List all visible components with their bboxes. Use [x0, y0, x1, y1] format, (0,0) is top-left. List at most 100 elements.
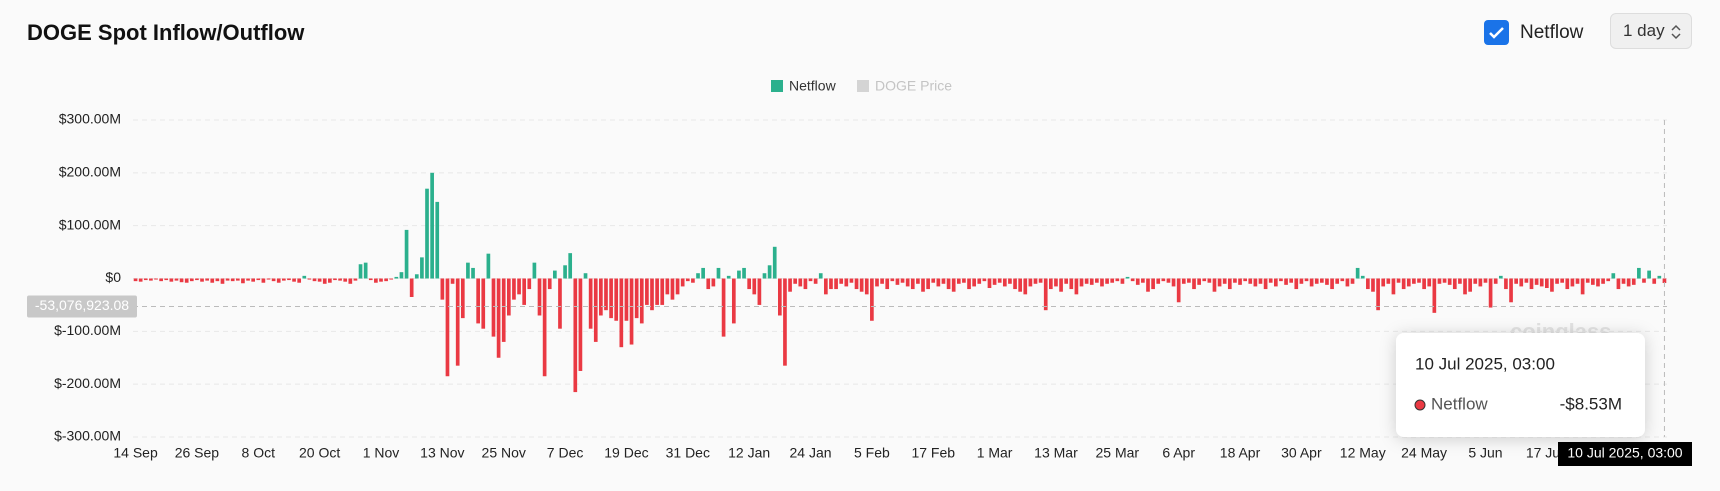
bar	[660, 278, 665, 305]
checkbox-label[interactable]: Netflow	[1520, 22, 1584, 43]
legend-swatch	[857, 80, 869, 92]
bar	[154, 278, 158, 280]
x-tick-label: 7 Dec	[547, 445, 584, 461]
bar	[808, 278, 813, 282]
bar	[696, 273, 700, 279]
bar	[1468, 278, 1472, 292]
bar	[496, 278, 501, 358]
bar	[1473, 278, 1478, 284]
bar	[1192, 278, 1196, 290]
bar	[593, 278, 598, 342]
bar	[783, 278, 787, 366]
bar	[829, 278, 833, 290]
title: DOGE Spot Inflow/Outflow	[27, 20, 305, 45]
x-tick-label: 8 Oct	[242, 445, 276, 461]
bar	[962, 278, 966, 283]
bar	[133, 278, 138, 282]
bar	[716, 267, 721, 279]
bar	[793, 278, 798, 284]
bar	[1493, 278, 1498, 284]
crosshair-x-box	[1558, 442, 1692, 466]
bar	[1054, 278, 1058, 287]
bar	[864, 278, 869, 295]
bar	[1115, 278, 1120, 282]
bar	[752, 278, 757, 295]
bar	[149, 278, 153, 281]
checkbox[interactable]	[1484, 20, 1509, 45]
bar	[1488, 278, 1493, 308]
interval-select[interactable]: 1 day	[1610, 13, 1692, 49]
bar	[1069, 278, 1074, 290]
bar	[1621, 278, 1626, 284]
bar	[394, 276, 399, 279]
bar	[880, 278, 884, 284]
bar	[680, 278, 685, 287]
bar	[1371, 278, 1375, 292]
bar	[307, 278, 312, 280]
bar	[1253, 278, 1258, 287]
y-tick-label: $0	[105, 269, 121, 285]
bar	[343, 278, 348, 282]
bar	[287, 278, 291, 281]
bar	[430, 172, 434, 279]
bar	[1135, 278, 1140, 285]
bar	[481, 278, 486, 329]
bar	[731, 278, 736, 324]
bar	[624, 278, 629, 321]
bar	[870, 278, 874, 321]
bar	[772, 246, 777, 279]
bar	[338, 278, 342, 281]
bar	[1340, 278, 1345, 282]
bar	[1304, 278, 1309, 282]
bar	[609, 278, 613, 319]
x-tick-label: 6 Apr	[1162, 445, 1195, 461]
bar	[486, 253, 491, 279]
bar	[1141, 278, 1145, 283]
bar	[1166, 278, 1171, 283]
bar	[997, 278, 1002, 283]
x-tick-label: 17 Jun	[1526, 445, 1568, 461]
bar	[1238, 278, 1242, 285]
bar	[169, 278, 174, 282]
bar	[1161, 278, 1166, 282]
bar	[241, 278, 245, 284]
x-tick-label: 26 Sep	[175, 445, 220, 461]
bar	[599, 278, 603, 316]
bar	[1279, 278, 1283, 282]
bar	[1038, 278, 1043, 283]
bar	[726, 275, 731, 279]
bar	[1151, 278, 1155, 290]
bar	[1391, 278, 1396, 295]
bar	[532, 262, 537, 279]
bar	[420, 257, 424, 279]
x-tick-label: 1 Nov	[363, 445, 400, 461]
bar	[655, 278, 659, 305]
bar	[1095, 278, 1099, 283]
bar	[1611, 273, 1616, 279]
bar	[1544, 278, 1549, 289]
bar	[1120, 278, 1125, 284]
bar	[246, 278, 250, 281]
bar	[1002, 278, 1007, 287]
bar	[266, 278, 271, 280]
bar	[691, 278, 695, 283]
bar	[302, 275, 307, 279]
bar	[1130, 278, 1135, 282]
bar	[568, 253, 573, 279]
bar	[588, 278, 593, 329]
bar	[1294, 278, 1299, 290]
bar	[1529, 278, 1534, 290]
y-tick-label: $300.00M	[59, 111, 121, 127]
bar	[1631, 278, 1636, 285]
bar	[1248, 278, 1253, 284]
bar	[849, 278, 854, 283]
bar	[578, 278, 583, 371]
bar	[1023, 278, 1028, 295]
bar	[1396, 278, 1401, 283]
bar	[1637, 267, 1641, 279]
bar	[425, 188, 429, 279]
bar	[164, 278, 169, 281]
bar	[1335, 278, 1340, 284]
bar	[1284, 278, 1288, 285]
bar	[1642, 278, 1646, 283]
